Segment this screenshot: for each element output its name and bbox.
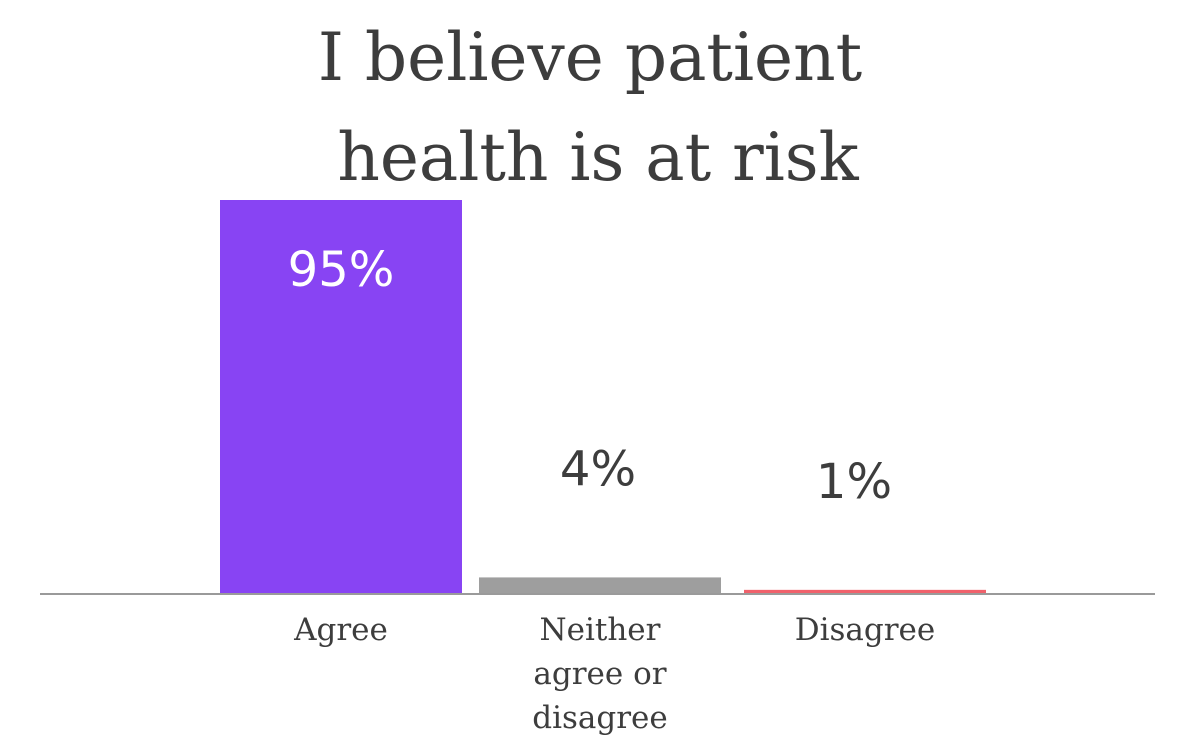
category-labels-group: Agree Neither agree or disagree Disagree [293, 612, 935, 736]
value-labels-group: 95% 4% 1% [288, 242, 892, 510]
category-label-1-line-0: Neither [540, 612, 661, 648]
chart-title-line-1: I believe patient [318, 19, 862, 96]
category-label-1-line-2: disagree [532, 700, 668, 736]
chart-title: I believe patient health is at risk [318, 19, 862, 196]
category-label-0-line-0: Agree [293, 612, 388, 648]
chart-title-line-2: health is at risk [337, 119, 859, 196]
bars-group [220, 200, 986, 594]
category-label-1-line-1: agree or [533, 656, 666, 692]
bar-2 [744, 589, 986, 594]
category-label-2-line-0: Disagree [795, 612, 936, 648]
bar-1 [479, 577, 721, 594]
value-label-0: 95% [288, 242, 395, 298]
bar-0 [220, 200, 462, 594]
value-label-2: 1% [816, 454, 892, 510]
value-label-1: 4% [560, 441, 636, 497]
